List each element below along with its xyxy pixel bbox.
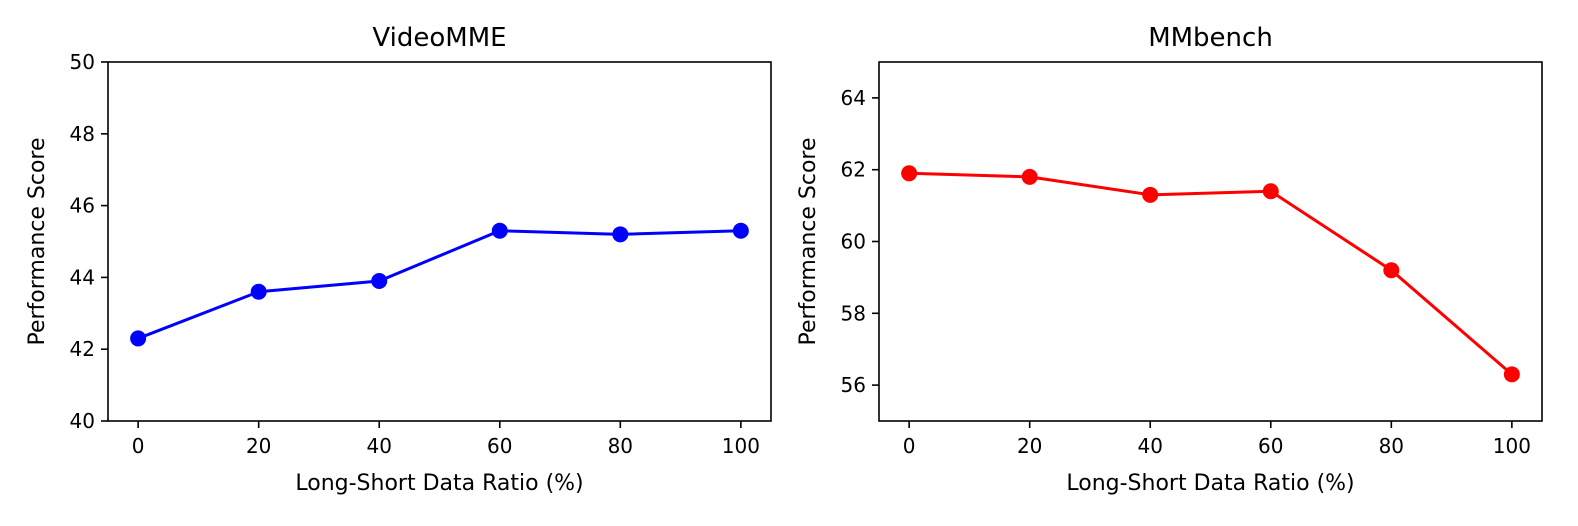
x-axis-label: Long-Short Data Ratio (%) [295,471,583,496]
data-point [130,330,147,347]
y-tick-label: 40 [70,409,95,433]
chart-mmbench: MMbench Long-Short Data Ratio (%) Performa… [796,23,1543,496]
x-tick-label: 100 [1493,434,1531,458]
plot-frame [878,61,1543,422]
data-point [1142,186,1159,203]
y-tick-label: 56 [841,373,866,397]
series-line [909,171,1513,376]
data-point [1262,183,1279,200]
x-tick-label: 0 [132,434,145,458]
x-tick-label: 20 [246,434,271,458]
x-tick-label: 100 [722,434,760,458]
series-line [137,229,741,340]
x-tick-label: 40 [367,434,392,458]
x-axis-label: Long-Short Data Ratio (%) [1066,471,1354,496]
y-axis-label: Performance Score [796,137,821,345]
data-point [1503,366,1520,383]
data-point [612,226,629,243]
plot-frame [107,61,772,422]
chart-title: MMbench [1148,23,1273,53]
y-tick-label: 48 [70,122,95,146]
x-tick-label: 0 [903,434,916,458]
data-point [732,222,749,239]
x-tick-label: 80 [1379,434,1404,458]
y-axis-label: Performance Score [25,137,50,345]
y-tick-label: 58 [841,301,866,325]
data-point [491,222,508,239]
chart-videomme: VideoMME Long-Short Data Ratio (%) Perform… [25,23,772,496]
y-tick-label: 60 [841,230,866,254]
x-tick-label: 20 [1017,434,1042,458]
y-tick-label: 44 [70,265,95,289]
data-point [901,165,918,182]
y-tick-label: 46 [70,194,95,218]
y-tick-label: 62 [841,158,866,182]
y-tick-label: 64 [841,86,866,110]
y-tick-label: 50 [70,50,95,74]
chart-title: VideoMME [372,23,506,53]
y-tick-label: 42 [70,337,95,361]
data-point [250,283,267,300]
x-tick-label: 40 [1138,434,1163,458]
x-tick-label: 80 [608,434,633,458]
x-tick-label: 60 [1258,434,1283,458]
x-tick-label: 60 [487,434,512,458]
data-point [1383,262,1400,279]
data-point [1021,168,1038,185]
data-point [371,272,388,289]
